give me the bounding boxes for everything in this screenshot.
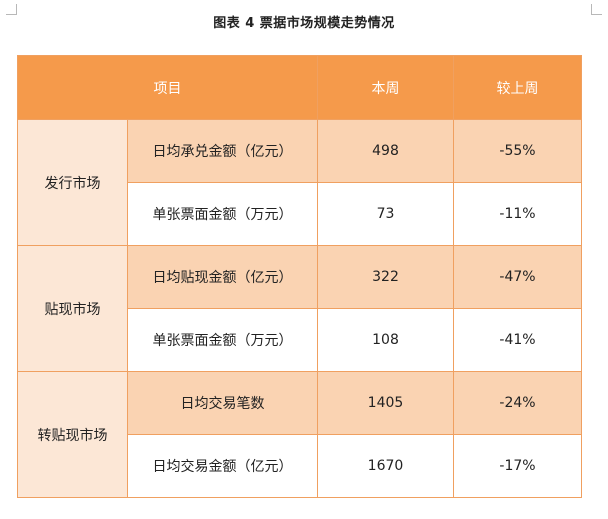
item-cell: 日均贴现金额（亿元） <box>127 245 318 309</box>
item-cell: 日均承兑金额（亿元） <box>127 119 318 183</box>
item-cell: 日均交易笔数 <box>127 371 318 435</box>
group-label: 转贴现市场 <box>17 371 128 498</box>
change-cell: -47% <box>453 245 582 309</box>
table-header-row: 项目 本周 较上周 <box>17 55 582 120</box>
table-row: 单张票面金额（万元） 108 -41% <box>18 308 582 372</box>
change-cell: -24% <box>453 371 582 435</box>
this-week-cell: 108 <box>317 308 454 372</box>
table-row: 日均交易金额（亿元） 1670 -17% <box>18 434 582 498</box>
bill-market-table: 项目 本周 较上周 发行市场 日均承兑金额（亿元） 498 -55% 单张票面金… <box>17 55 582 498</box>
this-week-cell: 1405 <box>317 371 454 435</box>
change-cell: -55% <box>453 119 582 183</box>
table-row: 贴现市场 日均贴现金额（亿元） 322 -47% <box>17 245 582 372</box>
page-corner-mark-right <box>591 4 602 15</box>
this-week-cell: 322 <box>317 245 454 309</box>
this-week-cell: 73 <box>317 182 454 246</box>
this-week-cell: 498 <box>317 119 454 183</box>
item-cell: 单张票面金额（万元） <box>127 308 318 372</box>
item-cell: 单张票面金额（万元） <box>127 182 318 246</box>
header-item: 项目 <box>17 55 318 120</box>
page-corner-mark-left <box>6 4 17 15</box>
table-row: 转贴现市场 日均交易笔数 1405 -24% <box>17 371 582 498</box>
header-this-week: 本周 <box>317 55 454 120</box>
table-row: 发行市场 日均承兑金额（亿元） 498 -55% <box>17 119 582 246</box>
header-change: 较上周 <box>453 55 582 120</box>
change-cell: -17% <box>453 434 582 498</box>
item-cell: 日均交易金额（亿元） <box>127 434 318 498</box>
group-label: 发行市场 <box>17 119 128 246</box>
change-cell: -41% <box>453 308 582 372</box>
this-week-cell: 1670 <box>317 434 454 498</box>
change-cell: -11% <box>453 182 582 246</box>
table-caption: 图表 4 票据市场规模走势情况 <box>213 16 395 31</box>
group-label: 贴现市场 <box>17 245 128 372</box>
